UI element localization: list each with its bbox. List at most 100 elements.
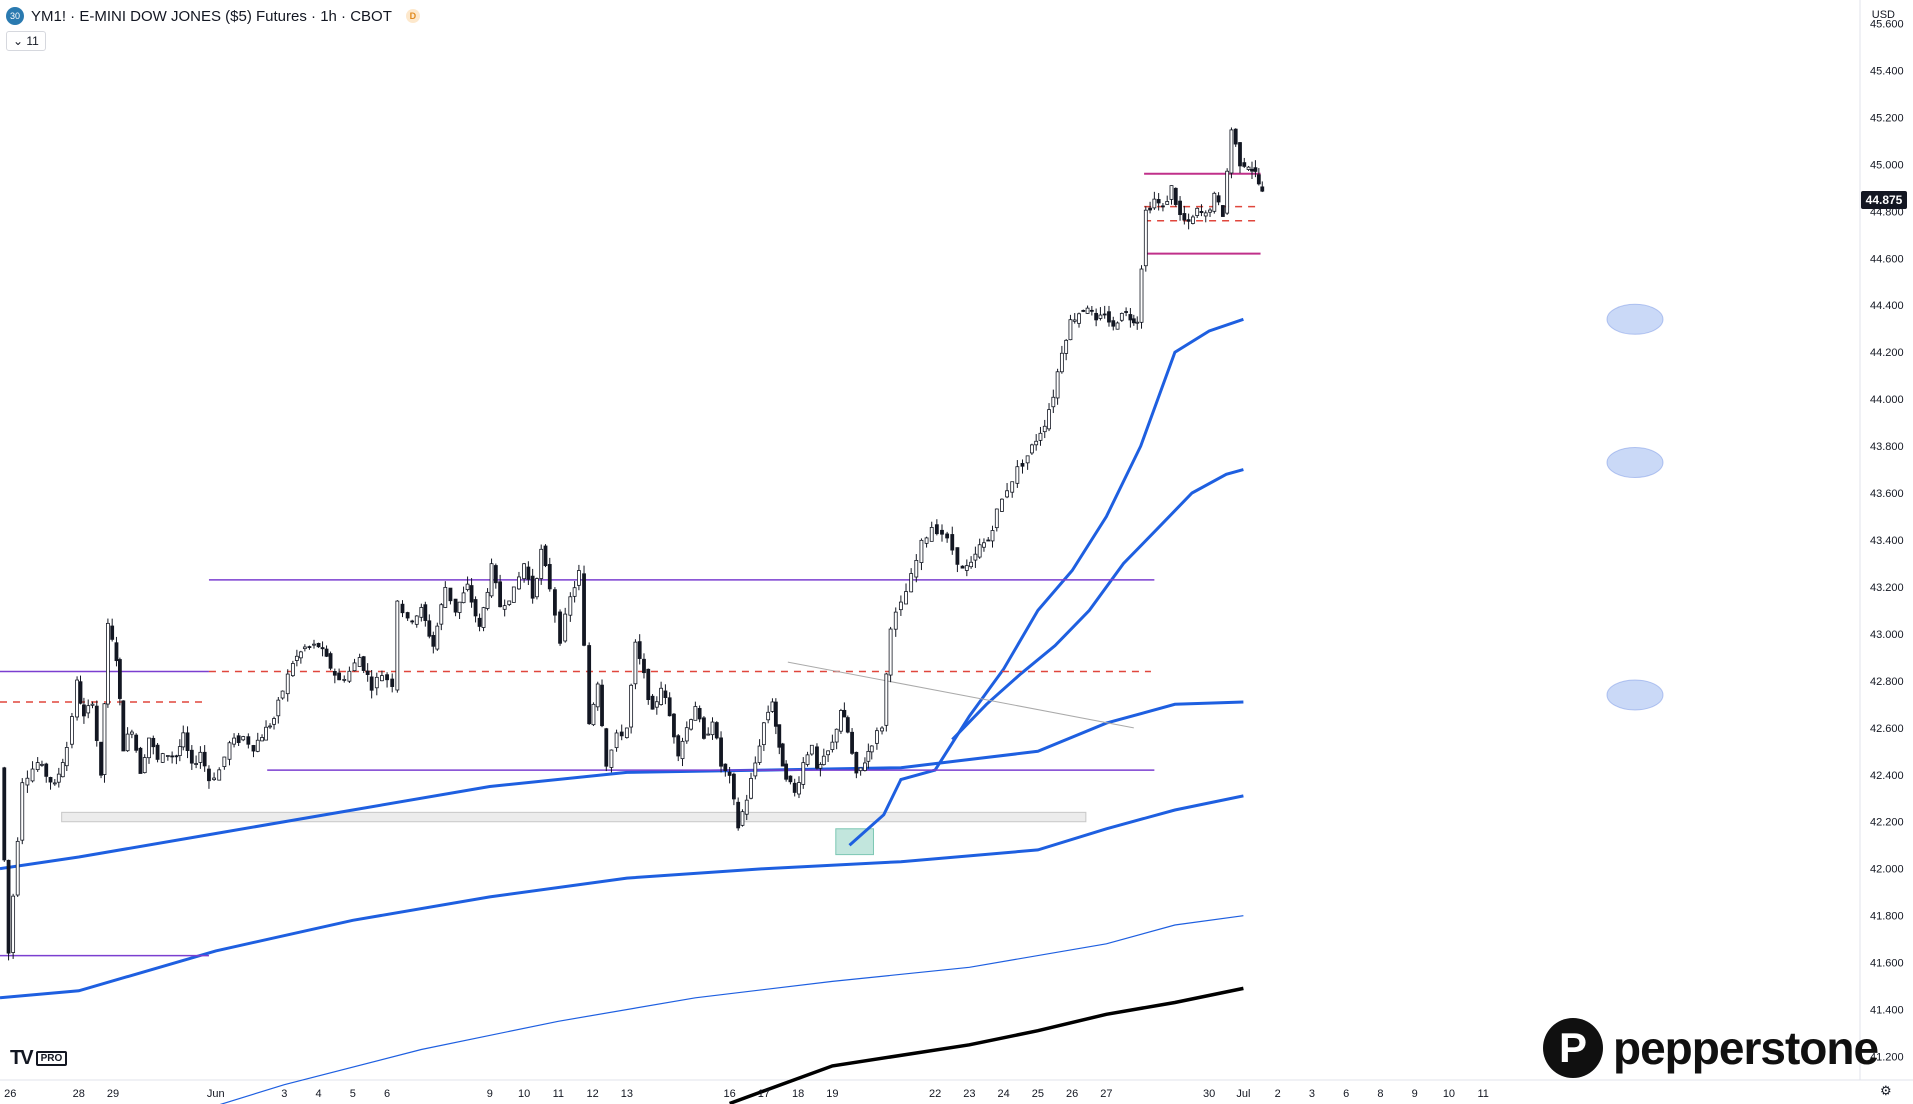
time-tick-label: 29: [107, 1088, 119, 1100]
candle-body: [174, 755, 179, 758]
candle-body: [302, 646, 307, 650]
candle-body: [924, 537, 929, 544]
pepperstone-mark-icon: P: [1543, 1018, 1603, 1078]
indicator-toggle[interactable]: ⌄ 11: [6, 31, 46, 51]
candle-body: [298, 651, 303, 659]
candle-body: [477, 617, 482, 627]
price-tick-label: 45.400: [1870, 65, 1904, 77]
candle-body: [493, 565, 498, 584]
candle-body: [766, 711, 771, 721]
price-tick-label: 45.000: [1870, 159, 1904, 171]
time-tick-label: 19: [826, 1088, 838, 1100]
candle-body: [1233, 128, 1238, 145]
target-marker-2: [1606, 679, 1664, 711]
candle-body: [568, 596, 573, 616]
price-tick-label: 43.400: [1870, 535, 1904, 547]
candle-body: [1124, 311, 1129, 313]
candle-body: [400, 603, 405, 614]
symbol-header[interactable]: 30 YM1! · E-MINI DOW JONES ($5) Futures …: [6, 6, 420, 26]
candle-body: [465, 583, 470, 591]
candle-body: [517, 576, 521, 590]
trendline: [787, 661, 1134, 729]
candle-body: [1034, 440, 1039, 446]
candle-body: [110, 625, 115, 640]
currency-label[interactable]: USD: [1871, 9, 1895, 21]
candle-body: [448, 587, 453, 602]
candle-body: [1072, 319, 1077, 322]
candle-body: [56, 773, 61, 783]
candle-body: [526, 566, 531, 580]
candle-body: [86, 705, 91, 714]
candle-body: [473, 599, 478, 617]
candle-body: [138, 747, 143, 774]
candle-body: [40, 763, 44, 766]
candle-body: [207, 768, 211, 782]
candle-body: [280, 690, 285, 699]
candle-body: [443, 586, 448, 608]
candle-body: [994, 508, 999, 529]
candle-body: [294, 655, 299, 661]
candle-body: [1165, 201, 1170, 205]
candle-body: [689, 719, 693, 730]
candle-body: [826, 750, 830, 756]
candle-body: [498, 581, 503, 608]
candle-body: [1128, 314, 1133, 321]
price-tick-label: 44.400: [1870, 300, 1904, 312]
candle-body: [194, 763, 199, 765]
time-tick-label: 23: [963, 1088, 975, 1100]
candle-body: [6, 859, 11, 954]
candle-body: [1015, 466, 1020, 484]
candle-body: [898, 601, 903, 611]
candle-body: [423, 604, 428, 621]
candle-body: [227, 742, 232, 760]
data-badge[interactable]: D: [405, 9, 420, 23]
candle-body: [614, 732, 619, 749]
candle-body: [960, 565, 965, 569]
gear-icon[interactable]: ⚙: [1880, 1083, 1892, 1098]
candle-body: [1152, 198, 1157, 209]
candle-body: [502, 605, 507, 610]
candle-body: [723, 763, 728, 772]
candle-body: [1064, 339, 1069, 354]
candle-body: [600, 684, 604, 727]
candle-body: [587, 645, 592, 725]
candle-body: [151, 737, 156, 748]
time-tick-label: 4: [316, 1088, 322, 1100]
candle-body: [1250, 168, 1254, 172]
candle-body: [121, 700, 126, 752]
candle-body: [332, 671, 337, 676]
candle-body: [1225, 170, 1230, 214]
time-tick-label: 2: [1275, 1088, 1281, 1100]
candle-body: [1191, 216, 1195, 224]
candle-body: [52, 782, 57, 785]
candle-body: [44, 763, 49, 777]
candle-body: [419, 607, 424, 618]
exchange-logo-icon: 30: [6, 7, 24, 25]
candle-body: [650, 695, 655, 710]
time-tick-label: 5: [350, 1088, 356, 1100]
candle-body: [453, 598, 458, 613]
candle-body: [1178, 200, 1182, 215]
target-marker-1: [1606, 447, 1664, 479]
candle-body: [1005, 490, 1009, 498]
candle-body: [663, 690, 668, 698]
price-tick-label: 41.400: [1870, 1005, 1904, 1017]
price-tick-label: 42.800: [1870, 676, 1904, 688]
candle-body: [11, 895, 16, 953]
candle-body: [481, 607, 486, 628]
candle-body: [727, 771, 732, 776]
candle-body: [539, 548, 544, 579]
candle-body: [312, 643, 316, 646]
band-line-0: [0, 700, 1244, 871]
candle-body: [427, 620, 432, 637]
candle-body: [380, 675, 384, 682]
price-tick-label: 43.200: [1870, 582, 1904, 594]
candle-body: [672, 713, 676, 738]
candle-body: [106, 622, 110, 705]
time-tick-label: 10: [518, 1088, 530, 1100]
candle-body: [35, 762, 40, 771]
candle-body: [1253, 167, 1258, 172]
candle-body: [324, 648, 329, 657]
candle-body: [1055, 371, 1060, 399]
